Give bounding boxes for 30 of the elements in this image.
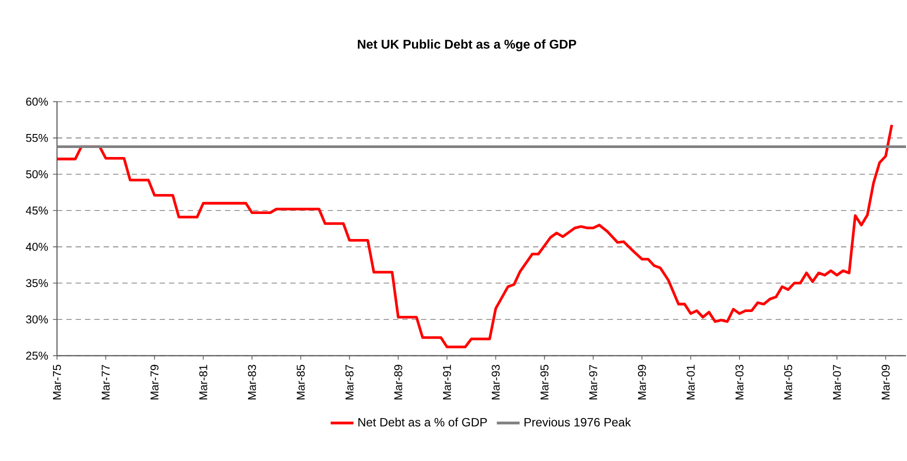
x-tick-label: Mar-01 [686, 364, 695, 400]
x-tick-label: Mar-97 [589, 364, 598, 400]
x-tick-label: Mar-85 [296, 364, 305, 400]
legend-label: Previous 1976 Peak [524, 418, 631, 426]
x-tick-label: Mar-75 [53, 364, 61, 400]
y-tick-label: 50% [26, 170, 48, 178]
x-tick-label: Mar-03 [735, 364, 744, 400]
legend-label: Net Debt as a % of GDP [358, 418, 487, 426]
x-tick-label: Mar-99 [638, 364, 646, 400]
line-series [57, 124, 894, 348]
x-tick-label: Mar-05 [784, 364, 792, 400]
x-tick-label: Mar-93 [492, 364, 500, 400]
chart-title: Net UK Public Debt as a %ge of GDP [358, 39, 576, 52]
x-tick-label: Mar-09 [882, 364, 890, 400]
y-tick-label: 45% [26, 206, 48, 215]
x-tick-label: Mar-79 [150, 364, 158, 400]
y-tick-label: 30% [26, 315, 48, 324]
y-tick-label: 55% [26, 134, 48, 142]
x-tick-label: Mar-07 [832, 364, 841, 400]
y-tick-label: 35% [26, 279, 48, 288]
y-tick-label: 60% [26, 98, 48, 106]
x-tick-label: Mar-77 [102, 364, 110, 400]
y-tick-label: 25% [26, 352, 48, 360]
x-tick-label: Mar-91 [442, 364, 451, 400]
x-tick-label: Mar-87 [345, 364, 354, 400]
y-tick-label: 40% [26, 242, 48, 251]
x-tick-label: Mar-83 [248, 364, 256, 400]
x-tick-label: Mar-95 [540, 364, 548, 400]
x-tick-label: Mar-81 [199, 364, 208, 400]
x-tick-label: Mar-89 [394, 364, 402, 400]
